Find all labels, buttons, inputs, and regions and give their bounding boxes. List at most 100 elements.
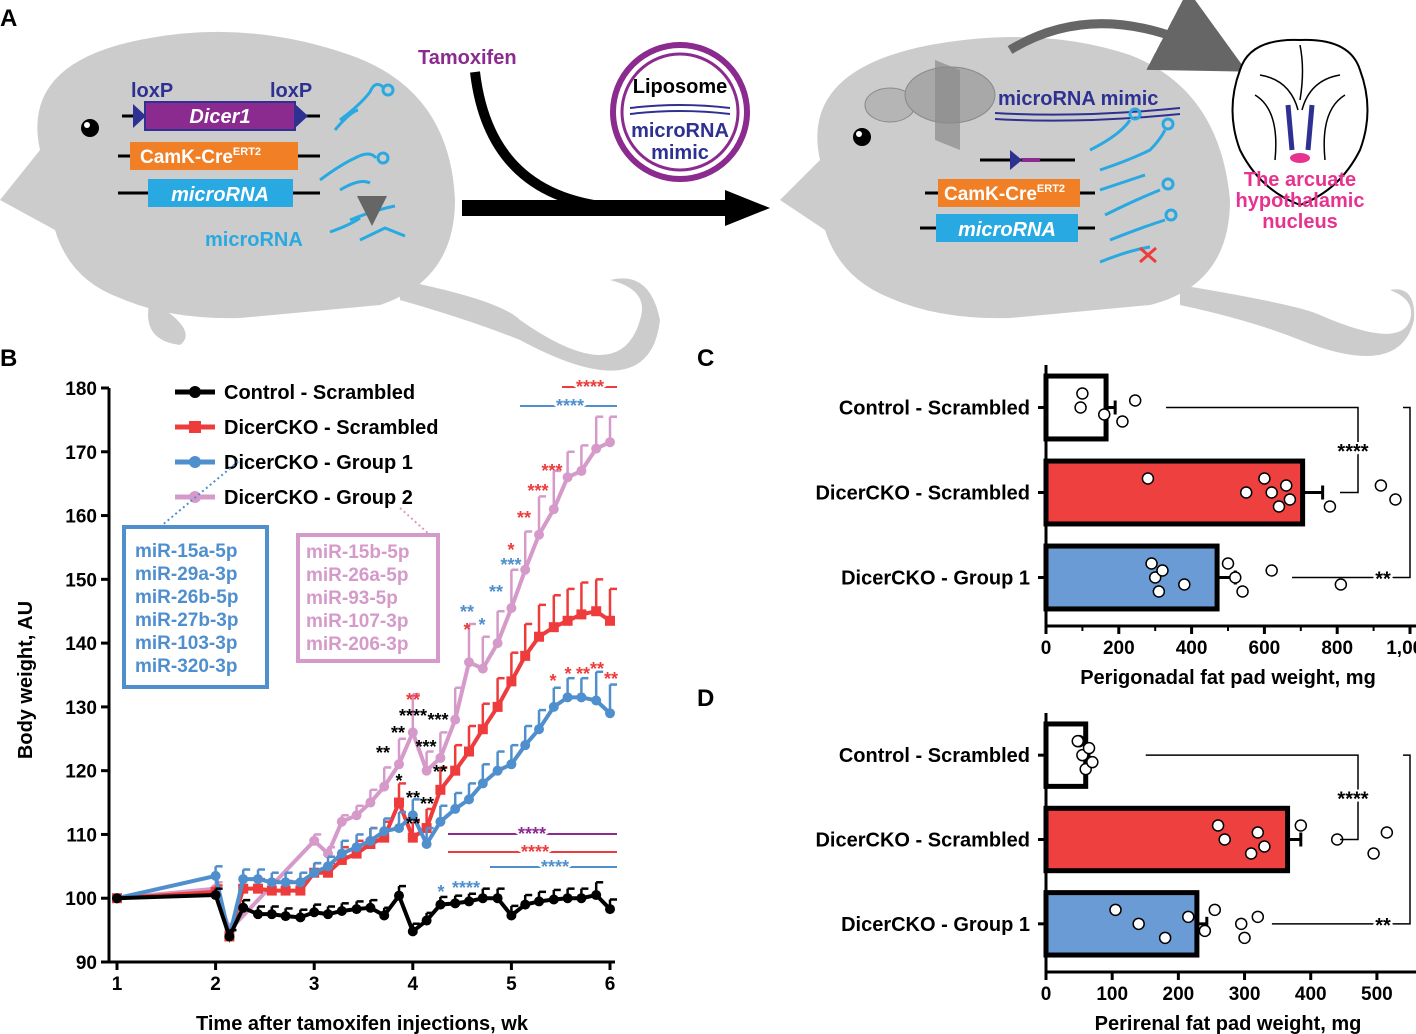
bar-x-tick-label: 100 bbox=[1096, 984, 1128, 1005]
data-point bbox=[548, 894, 559, 905]
data-point bbox=[1097, 408, 1111, 421]
perirenal-bar-chart: 0 100 200 300 400 500 Control - Scrambled Dicer… bbox=[815, 713, 1416, 1005]
data-point bbox=[351, 848, 362, 859]
main-arrow-shaft bbox=[462, 200, 732, 216]
bar-category-label: DicerCKO - Group 1 bbox=[841, 568, 1030, 590]
data-point bbox=[393, 890, 404, 901]
sig-label: ** bbox=[1375, 569, 1391, 591]
sig-red: **** bbox=[521, 842, 549, 862]
data-point bbox=[492, 638, 503, 649]
dicer-construct: loxP loxP Dicer1 bbox=[122, 80, 320, 131]
sig-a3: **** bbox=[399, 706, 427, 726]
bar-x-tick-label: 800 bbox=[1321, 638, 1353, 659]
microrna-construct-right: microRNA bbox=[920, 214, 1095, 242]
data-point bbox=[1380, 826, 1394, 839]
data-point bbox=[591, 443, 602, 454]
data-point bbox=[210, 870, 221, 881]
data-point bbox=[548, 622, 559, 633]
data-point bbox=[1279, 479, 1293, 492]
data-point bbox=[379, 832, 390, 843]
line-y-tick-label: 110 bbox=[66, 825, 97, 846]
data-point bbox=[1251, 826, 1265, 839]
data-point bbox=[534, 724, 545, 735]
data-point bbox=[1211, 819, 1225, 832]
group2-mir-5: miR-206-3p bbox=[306, 634, 408, 655]
bar-x-tick-label: 200 bbox=[1103, 638, 1135, 659]
line-y-tick-label: 160 bbox=[65, 507, 97, 528]
sig-a7: *** bbox=[415, 737, 436, 757]
data-point bbox=[1244, 847, 1258, 860]
line-x-tick-label: 2 bbox=[210, 974, 221, 995]
data-point bbox=[1239, 486, 1253, 499]
liposome: Liposome microRNA mimic bbox=[610, 42, 750, 182]
sig-bl1: * bbox=[437, 882, 444, 902]
data-point bbox=[435, 784, 446, 795]
sig-bracket bbox=[1166, 406, 1359, 494]
data-point bbox=[365, 797, 376, 808]
camk-label: CamK-CreERT2 bbox=[140, 146, 261, 168]
data-point bbox=[1294, 819, 1308, 832]
line-y-tick-label: 130 bbox=[65, 698, 97, 719]
data-point bbox=[379, 826, 390, 837]
sig-p4: ** bbox=[489, 582, 503, 602]
data-point bbox=[1272, 500, 1286, 513]
loxp-left-label: loxP bbox=[131, 80, 173, 102]
line-y-tick-label: 150 bbox=[65, 570, 97, 591]
data-point bbox=[280, 885, 291, 896]
sig-r5: ** bbox=[604, 669, 618, 689]
data-point bbox=[238, 874, 249, 885]
data-point bbox=[393, 759, 404, 770]
bar-x-tick-label: 500 bbox=[1361, 984, 1393, 1005]
data-point bbox=[1178, 578, 1191, 591]
sig-a9: ** bbox=[420, 794, 434, 814]
sig-a2: ** bbox=[391, 723, 405, 743]
sig-a10: ** bbox=[406, 814, 420, 834]
bar-x-tick-label: 300 bbox=[1229, 984, 1261, 1005]
brain-arrow bbox=[1007, 0, 1247, 72]
line-chart-legend: Control - Scrambled DicerCKO - Scrambled D… bbox=[175, 382, 439, 509]
mouse-right-eye bbox=[853, 128, 871, 146]
bar-x-tick-label: 200 bbox=[1163, 984, 1195, 1005]
bar-category-label: DicerCKO - Scrambled bbox=[815, 830, 1030, 852]
sig-top-blue: **** bbox=[556, 396, 584, 416]
sig-bracket-2 bbox=[1271, 754, 1411, 925]
data-point bbox=[1152, 585, 1166, 598]
data-point bbox=[407, 926, 418, 937]
data-point bbox=[351, 904, 362, 915]
data-point bbox=[492, 701, 503, 712]
perigonadal-bar-chart: 0 200 400 600 800 1,000 Control - Scrambled Dic… bbox=[815, 365, 1416, 659]
loxp-right-icon bbox=[295, 104, 308, 128]
data-point bbox=[323, 909, 334, 920]
mouse-left-eye bbox=[81, 119, 99, 137]
group2-mir-1: miR-15b-5p bbox=[306, 542, 409, 563]
data-point bbox=[1082, 741, 1096, 755]
panel-a-label: A bbox=[0, 5, 17, 32]
data-point bbox=[393, 823, 404, 834]
sig-p9: *** bbox=[541, 461, 562, 481]
data-point bbox=[1323, 500, 1337, 513]
data-point bbox=[1182, 910, 1195, 924]
data-point bbox=[1258, 840, 1271, 853]
group1-box: miR-15a-5p miR-29a-3p miR-26b-5p miR-27b… bbox=[122, 459, 269, 689]
sig-p1: * bbox=[463, 620, 470, 640]
data-point bbox=[464, 794, 475, 805]
line-x-axis-label: Time after tamoxifen injections, wk bbox=[196, 1013, 529, 1034]
bar bbox=[1043, 805, 1291, 874]
data-point bbox=[1265, 564, 1278, 577]
data-point bbox=[295, 912, 306, 923]
data-point bbox=[506, 603, 517, 614]
data-point bbox=[252, 874, 263, 885]
sig-p8: *** bbox=[527, 481, 548, 501]
data-point bbox=[1109, 903, 1122, 917]
group1-mir-2: miR-29a-3p bbox=[135, 564, 237, 585]
data-point bbox=[450, 803, 461, 814]
bar-category-label: Control - Scrambled bbox=[839, 745, 1030, 767]
legend-label: DicerCKO - Group 2 bbox=[224, 487, 413, 509]
data-point bbox=[365, 902, 376, 913]
legend-label: DicerCKO - Scrambled bbox=[224, 417, 439, 439]
sig-blue: **** bbox=[541, 857, 569, 877]
sig-r0: ** bbox=[406, 690, 420, 710]
camk-label-right: CamK-CreERT2 bbox=[944, 183, 1065, 205]
blocked-x-icon bbox=[1139, 246, 1157, 264]
bar-x-tick-label: 400 bbox=[1176, 638, 1208, 659]
